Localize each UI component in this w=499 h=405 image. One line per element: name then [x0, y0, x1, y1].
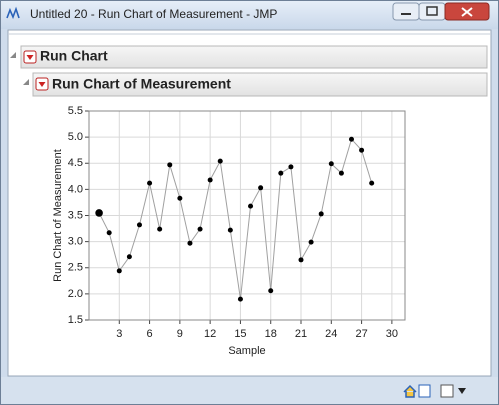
data-point — [197, 226, 203, 232]
dropdown-arrow[interactable] — [458, 388, 466, 394]
data-point — [348, 136, 354, 142]
x-tick-label: 6 — [147, 328, 153, 340]
x-tick-label: 3 — [116, 328, 122, 340]
data-point — [318, 211, 324, 217]
run-line — [98, 138, 373, 300]
data-point — [136, 222, 142, 228]
data-point — [268, 288, 274, 294]
outline-title: Run Chart of Measurement — [52, 76, 231, 92]
plot: 1.5 2.0 2.5 3.0 3.5 4.0 4.5 5.0 5.5 3 6 9 12 15 18 21 24… — [52, 105, 406, 357]
app-icon — [6, 6, 20, 20]
red-triangle — [38, 82, 46, 87]
x-axis-label: Sample — [228, 345, 265, 357]
maximize-button[interactable] — [418, 2, 446, 21]
x-tick-label: 9 — [177, 328, 183, 340]
minimize-button[interactable] — [392, 2, 420, 21]
data-point — [167, 162, 173, 168]
data-point — [338, 170, 344, 176]
data-point — [177, 195, 183, 201]
data-point — [328, 161, 334, 167]
table-icon[interactable] — [418, 384, 431, 398]
outline-title: Run Chart — [40, 48, 108, 64]
data-point — [248, 203, 254, 209]
data-point — [207, 177, 213, 183]
data-point — [227, 227, 233, 233]
y-tick-label: 4.5 — [68, 157, 83, 169]
y-axis-label: Run Chart of Measurement — [52, 149, 64, 282]
x-tick-label: 21 — [295, 328, 307, 340]
data-point — [288, 164, 294, 170]
home-icon[interactable] — [403, 384, 417, 398]
y-tick-label: 5.0 — [68, 131, 83, 143]
data-point — [258, 185, 264, 191]
y-tick-label: 3.5 — [68, 209, 83, 221]
y-tick-label: 5.5 — [68, 105, 83, 117]
data-point — [157, 226, 163, 232]
x-tick-label: 15 — [234, 328, 246, 340]
plot-frame — [88, 110, 406, 321]
outline-header[interactable] — [32, 72, 488, 97]
checkbox[interactable] — [440, 384, 454, 398]
disclosure-icon[interactable] — [23, 79, 29, 85]
x-tick-label: 27 — [355, 328, 367, 340]
x-tick-label: 24 — [325, 328, 337, 340]
data-point — [217, 158, 223, 164]
outline-header[interactable] — [20, 45, 488, 69]
data-point — [187, 240, 193, 246]
y-tick-label: 4.0 — [68, 183, 83, 195]
data-point — [278, 170, 284, 176]
data-point — [237, 296, 243, 302]
data-point — [308, 239, 314, 245]
x-tick-label: 12 — [204, 328, 216, 340]
y-tick-label: 1.5 — [68, 314, 83, 326]
window-title: Untitled 20 - Run Chart of Measurement -… — [30, 7, 277, 21]
data-point — [106, 230, 112, 236]
data-point — [359, 147, 365, 153]
disclosure-icon[interactable] — [10, 52, 16, 58]
data-point — [147, 180, 153, 186]
close-icon — [461, 7, 473, 17]
data-point — [126, 254, 132, 260]
data-point — [369, 180, 375, 186]
red-triangle — [26, 55, 34, 60]
data-point — [95, 209, 103, 217]
maximize-icon — [426, 6, 438, 16]
data-point — [116, 268, 122, 274]
y-tick-label: 2.5 — [68, 262, 83, 274]
data-point — [298, 257, 304, 263]
x-tick-label: 30 — [386, 328, 398, 340]
x-tick-label: 18 — [265, 328, 277, 340]
y-tick-label: 3.0 — [68, 236, 83, 248]
y-tick-label: 2.0 — [68, 288, 83, 300]
